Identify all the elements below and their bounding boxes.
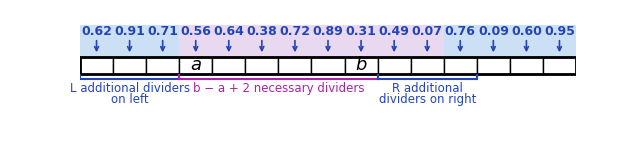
Bar [444, 25, 576, 57]
Bar [411, 57, 444, 74]
Bar [179, 25, 444, 57]
Bar [113, 57, 146, 74]
Text: 0.07: 0.07 [412, 25, 443, 38]
Text: $a$: $a$ [190, 56, 202, 74]
Bar [80, 25, 179, 57]
Bar [312, 57, 344, 74]
Text: 0.71: 0.71 [147, 25, 178, 38]
Bar [510, 57, 543, 74]
Bar [146, 57, 179, 74]
Text: on left: on left [111, 93, 148, 106]
Bar [80, 57, 576, 74]
Text: 0.09: 0.09 [478, 25, 509, 38]
Bar [378, 57, 411, 74]
Text: dividers on right: dividers on right [378, 93, 476, 106]
Text: 0.60: 0.60 [511, 25, 542, 38]
Bar [212, 57, 245, 74]
Bar [278, 57, 312, 74]
Text: 0.64: 0.64 [213, 25, 244, 38]
Text: $b$: $b$ [355, 56, 367, 74]
Text: R additional: R additional [392, 82, 463, 95]
Text: 0.76: 0.76 [445, 25, 476, 38]
Text: 0.89: 0.89 [312, 25, 344, 38]
Bar [477, 57, 510, 74]
Text: 0.38: 0.38 [246, 25, 277, 38]
Text: 0.91: 0.91 [114, 25, 145, 38]
Bar [179, 57, 212, 74]
Text: 0.62: 0.62 [81, 25, 112, 38]
Text: 0.49: 0.49 [379, 25, 410, 38]
Text: 0.56: 0.56 [180, 25, 211, 38]
Text: 0.95: 0.95 [544, 25, 575, 38]
Text: 0.72: 0.72 [280, 25, 310, 38]
Bar [80, 57, 113, 74]
Text: 0.31: 0.31 [346, 25, 376, 38]
Bar [245, 57, 278, 74]
Bar [344, 57, 378, 74]
Bar [543, 57, 576, 74]
Bar [444, 57, 477, 74]
Text: L additional dividers: L additional dividers [70, 82, 189, 95]
Text: b − a + 2 necessary dividers: b − a + 2 necessary dividers [193, 82, 364, 95]
